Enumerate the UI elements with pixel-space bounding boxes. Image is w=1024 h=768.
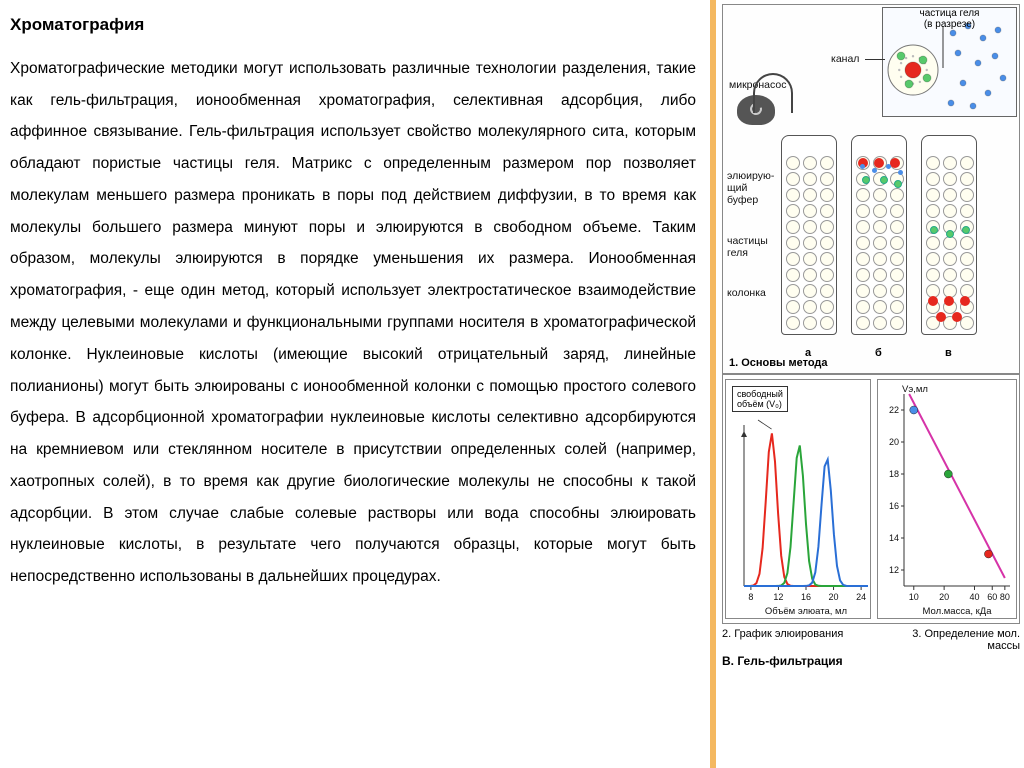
column-diagram: частица геля (в разрезе) микронасос кана… [722, 4, 1020, 374]
body-text: Хроматографические методики могут исполь… [10, 53, 696, 593]
channel-label: канал [831, 53, 859, 65]
svg-text:20: 20 [889, 437, 899, 447]
figure-panel: частица геля (в разрезе) микронасос кана… [710, 0, 1024, 768]
svg-text:10: 10 [909, 592, 919, 602]
caption-2: 2. График элюирования [722, 628, 843, 652]
text-column: Хроматография Хроматографические методик… [0, 0, 710, 768]
chart-captions: 2. График элюирования 3. Определение мол… [722, 628, 1020, 652]
svg-text:40: 40 [970, 592, 980, 602]
svg-text:Vэ,мл: Vэ,мл [902, 384, 928, 395]
column-a [781, 135, 837, 335]
col-b-letter: б [875, 347, 882, 359]
caption-3: 3. Определение мол. массы [900, 628, 1020, 652]
svg-text:8: 8 [748, 592, 753, 602]
tube [753, 73, 793, 113]
svg-text:60: 60 [988, 592, 998, 602]
svg-text:20: 20 [940, 592, 950, 602]
svg-text:Объём элюата, мл: Объём элюата, мл [765, 606, 847, 617]
column-b [851, 135, 907, 335]
particles-label: частицы геля [727, 235, 768, 259]
col-c-letter: в [945, 347, 952, 359]
inset-label: частица геля (в разрезе) [920, 8, 980, 30]
svg-text:14: 14 [889, 533, 899, 543]
charts-row: свободный объём (V₀) 812162024Объём элюа… [722, 374, 1020, 624]
svg-text:16: 16 [889, 501, 899, 511]
column-c [921, 135, 977, 335]
elution-svg: 8 12 16 20 24 Объём элюата, мл [726, 380, 874, 620]
mass-svg: Vэ,мл22 20 18 16 14 12 10 20 40 6080 Мол.масса, кД… [878, 380, 1018, 620]
page-title: Хроматография [10, 8, 696, 43]
section-title: В. Гель-фильтрация [722, 654, 1020, 668]
svg-text:22: 22 [889, 405, 899, 415]
svg-text:12: 12 [773, 592, 783, 602]
svg-text:16: 16 [801, 592, 811, 602]
channel-leader [865, 59, 885, 60]
column-label: колонка [727, 287, 766, 299]
elution-chart: свободный объём (V₀) 812162024Объём элюа… [725, 379, 871, 619]
svg-text:20: 20 [829, 592, 839, 602]
svg-text:12: 12 [889, 565, 899, 575]
gel-particle-inset: частица геля (в разрезе) [882, 7, 1017, 117]
buffer-label: элюирую- щий буфер [727, 170, 774, 206]
svg-text:24: 24 [856, 592, 866, 602]
svg-text:Мол.масса, кДа: Мол.масса, кДа [923, 606, 993, 617]
caption-1: 1. Основы метода [729, 357, 828, 369]
mass-chart: Vэ,мл22 20 18 16 14 12 10 20 40 6080 Мол.масса, кД… [877, 379, 1017, 619]
svg-text:80: 80 [1000, 592, 1010, 602]
svg-text:18: 18 [889, 469, 899, 479]
